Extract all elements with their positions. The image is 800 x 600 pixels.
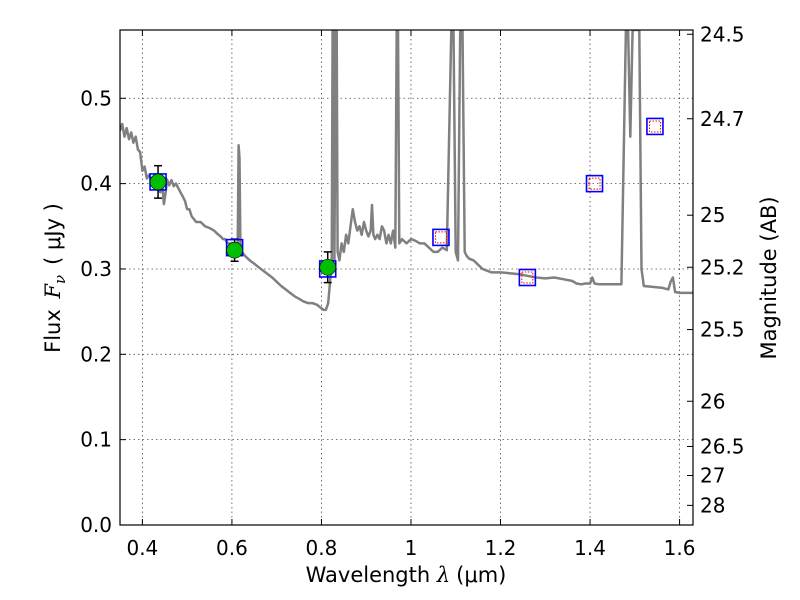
y-tick-label: 0.1: [80, 428, 112, 452]
x-axis-unit: (μm): [456, 563, 506, 587]
x-tick-label: 0.6: [216, 536, 248, 560]
y2-tick-label: 28: [700, 493, 725, 517]
x-tick-label: 0.4: [126, 536, 158, 560]
predicted-square-marker: [521, 271, 534, 284]
y-tick-label: 0.0: [80, 513, 112, 537]
model-square-marker: [646, 117, 664, 136]
y2-tick-label: 25.5: [700, 318, 745, 342]
x-tick-label: 1.2: [485, 536, 517, 560]
y2-tick-label: 27: [700, 464, 725, 488]
y2-tick-label: 25.2: [700, 255, 745, 279]
sed-curve-group: [120, 30, 693, 312]
y-axis-title-prefix: Flux: [41, 303, 65, 353]
y2-axis-title: Magnitude (AB): [757, 196, 781, 359]
y2-tick-label: 25: [700, 203, 725, 227]
observed-point-marker: [319, 258, 337, 276]
plot-frame: [119, 29, 694, 526]
y-axis-unit: ( μJy ): [41, 203, 65, 265]
model-square-marker: [518, 268, 537, 287]
y-tick-label: 0.2: [80, 342, 112, 366]
axis-ticks: 0.4 0.6 0.8 1 1.2 1.4 1.6 0.0 0.1 0.2 0.3 0.4 0.5 24.…: [80, 22, 744, 560]
y2-tick-label: 26: [700, 389, 725, 413]
y-tick-label: 0.4: [80, 172, 112, 196]
y2-tick-label: 26.5: [700, 434, 745, 458]
x-axis-title-prefix: Wavelength: [306, 563, 437, 587]
observed-point-marker: [149, 173, 167, 191]
x-tick-label: 1.6: [664, 536, 696, 560]
y-tick-label: 0.5: [80, 86, 112, 110]
photometry-markers: [149, 117, 664, 287]
x-axis-title: Wavelength λ (μm): [306, 563, 507, 587]
model-square-marker: [432, 228, 450, 247]
predicted-square-marker: [648, 120, 661, 133]
y-tick-label: 0.3: [80, 257, 112, 281]
y-axis-title: Flux Fν ( μJy ): [41, 203, 69, 353]
x-tick-label: 0.8: [306, 536, 338, 560]
x-tick-label: 1: [405, 536, 418, 560]
y2-tick-label: 24.5: [700, 22, 745, 46]
y-axis-subscript: ν: [51, 275, 69, 284]
predicted-square-marker: [588, 177, 601, 190]
y2-tick-label: 24.7: [700, 107, 745, 131]
y-axis-symbol: F: [41, 283, 65, 300]
model-square-marker: [585, 174, 604, 193]
sed-model-line: [120, 30, 693, 312]
predicted-square-marker: [434, 231, 447, 244]
observed-point-marker: [226, 241, 243, 259]
x-axis-symbol: λ: [436, 563, 450, 587]
x-tick-label: 1.4: [574, 536, 606, 560]
grid-lines: [120, 30, 693, 526]
